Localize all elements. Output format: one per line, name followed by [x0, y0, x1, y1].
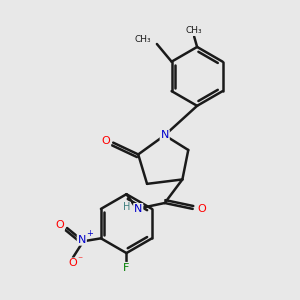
- Text: ⁻: ⁻: [78, 255, 83, 266]
- Text: O: O: [69, 258, 77, 268]
- Text: O: O: [56, 220, 64, 230]
- Text: CH₃: CH₃: [134, 35, 151, 44]
- Text: H: H: [123, 202, 130, 212]
- Text: N: N: [160, 130, 169, 140]
- Text: O: O: [101, 136, 110, 146]
- Text: N: N: [134, 204, 142, 214]
- Text: O: O: [197, 204, 206, 214]
- Text: +: +: [86, 230, 93, 238]
- Text: CH₃: CH₃: [186, 26, 202, 35]
- Text: F: F: [123, 263, 130, 273]
- Text: N: N: [78, 235, 86, 245]
